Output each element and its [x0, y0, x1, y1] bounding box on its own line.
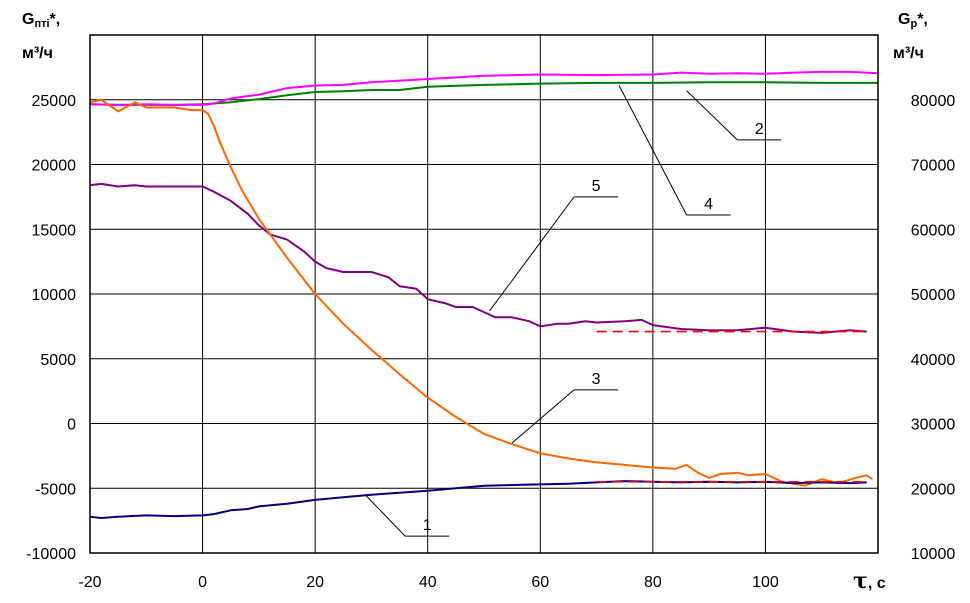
annotation-leader-4: [618, 85, 688, 216]
left-tick-label: -10000: [26, 546, 76, 563]
right-tick-label: 30000: [911, 417, 956, 434]
right-tick-label: 40000: [911, 352, 956, 369]
left-tick-label: 15000: [32, 222, 77, 239]
x-axis-ticks: -20 0 20 40 60 80 100: [78, 574, 778, 591]
x-tick-label: 60: [531, 574, 549, 591]
right-axis-unit: м³/ч: [893, 45, 924, 62]
right-tick-label: 60000: [911, 222, 956, 239]
series-layer: [89, 70, 879, 519]
left-tick-label: 25000: [32, 93, 77, 110]
right-tick-label: 20000: [911, 481, 956, 498]
series-line-2: [89, 70, 879, 106]
curve-label-4: 4: [704, 196, 713, 213]
right-tick-label: 80000: [911, 93, 956, 110]
right-axis-title: Gр*,: [898, 11, 928, 30]
x-tick-label: 80: [644, 574, 662, 591]
x-tick-label: 100: [752, 574, 779, 591]
annotation-leader-2: [686, 90, 738, 141]
curve-label-3: 3: [592, 371, 601, 388]
left-tick-label: 10000: [32, 287, 77, 304]
annotation-leader-5: [489, 196, 575, 312]
left-tick-label: 20000: [32, 158, 77, 175]
curve-label-5: 5: [592, 178, 601, 195]
x-tick-label: -20: [78, 574, 101, 591]
curve-label-1: 1: [423, 517, 432, 534]
left-axis-unit: м³/ч: [22, 45, 53, 62]
left-tick-label: 5000: [40, 352, 76, 369]
x-tick-label: 40: [419, 574, 437, 591]
series-line-3: [89, 98, 873, 487]
annotation-layer: 1 2 3 4 5: [365, 85, 782, 537]
left-axis-title: Gпті*,: [22, 11, 60, 30]
annotation-leader-3: [511, 389, 575, 444]
x-axis-title: τ, с: [853, 568, 886, 594]
right-axis-ticks: 10000 20000 30000 40000 50000 60000 70000 80000: [911, 93, 956, 563]
right-tick-label: 10000: [911, 546, 956, 563]
series-line-4: [89, 81, 878, 106]
right-tick-label: 50000: [911, 287, 956, 304]
curve-label-2: 2: [755, 121, 764, 138]
x-tick-label: 20: [306, 574, 324, 591]
series-line-5: [89, 182, 867, 334]
x-tick-label: 0: [198, 574, 207, 591]
left-axis-ticks: -10000 -5000 0 5000 10000 15000 20000 25000: [26, 93, 76, 563]
right-tick-label: 70000: [911, 158, 956, 175]
left-tick-label: -5000: [35, 481, 76, 498]
annotation-leader-1: [365, 495, 406, 537]
plot-frame: [89, 34, 879, 554]
left-tick-label: 0: [67, 417, 76, 434]
series-line-1: [89, 480, 867, 519]
